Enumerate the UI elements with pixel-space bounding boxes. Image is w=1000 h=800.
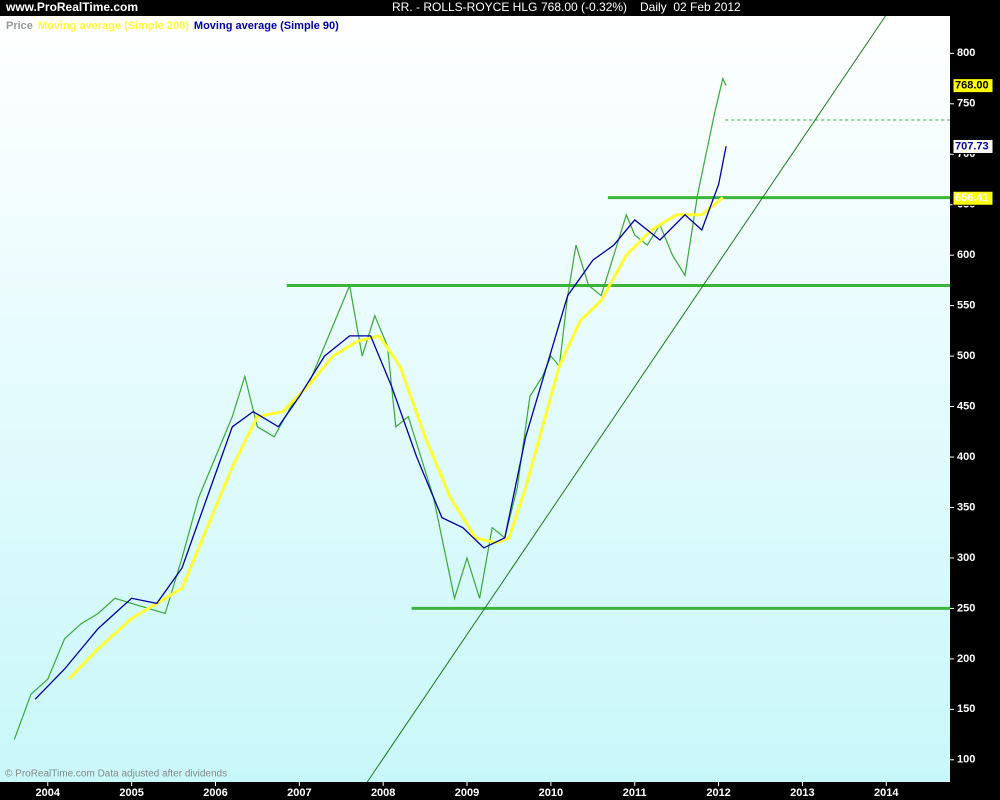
series-line xyxy=(34,146,727,700)
y-tick-label: 500 xyxy=(957,350,975,362)
series-line xyxy=(67,196,724,681)
y-tick-label: 300 xyxy=(957,552,975,564)
y-tick-label: 200 xyxy=(957,653,975,665)
footer: © ProRealTime.com Data adjusted after di… xyxy=(5,769,227,780)
plot-area xyxy=(0,16,950,782)
y-tick-label: 400 xyxy=(957,451,975,463)
price-label-box xyxy=(952,78,994,94)
x-tick-label: 2010 xyxy=(539,787,563,799)
legend-entry: Moving average (Simple 200) xyxy=(38,20,189,32)
y-tick-label: 100 xyxy=(957,754,975,766)
period: Daily 02 Feb 2012 xyxy=(640,0,741,14)
y-tick-label: 350 xyxy=(957,501,975,513)
x-tick-label: 2006 xyxy=(203,787,227,799)
y-tick-label: 600 xyxy=(957,249,975,261)
legend-entry: Price xyxy=(6,20,33,32)
x-tick-label: 2004 xyxy=(36,787,61,799)
y-tick-label: 800 xyxy=(957,47,975,59)
chart-title: RR. - ROLLS-ROYCE HLG xyxy=(392,0,537,14)
y-tick-label: 550 xyxy=(957,300,975,312)
price-label-box xyxy=(952,190,994,206)
series-line xyxy=(13,76,727,740)
x-tick-label: 2008 xyxy=(371,787,395,799)
legend-entry: Moving average (Simple 90) xyxy=(194,20,339,32)
trend-line xyxy=(366,15,886,783)
price-label: 707.73 xyxy=(955,140,989,152)
x-tick-label: 2009 xyxy=(455,787,479,799)
price-label: 656.41 xyxy=(955,192,989,204)
site: www.ProRealTime.com xyxy=(5,0,138,14)
x-tick-label: 2014 xyxy=(874,787,899,799)
y-tick-label: 150 xyxy=(957,703,975,715)
y-tick-label: 450 xyxy=(957,400,975,412)
y-tick-label: 250 xyxy=(957,602,975,614)
x-tick-label: 2012 xyxy=(706,787,730,799)
x-tick-label: 2013 xyxy=(790,787,814,799)
y-tick-label: 750 xyxy=(957,98,975,110)
x-tick-label: 2005 xyxy=(119,787,143,799)
x-tick-label: 2007 xyxy=(287,787,311,799)
x-tick-label: 2011 xyxy=(623,787,647,799)
price-label: 768.00 xyxy=(955,80,989,92)
last-price: 768.00 (-0.32%) xyxy=(541,0,627,14)
price-label-box xyxy=(952,138,994,154)
